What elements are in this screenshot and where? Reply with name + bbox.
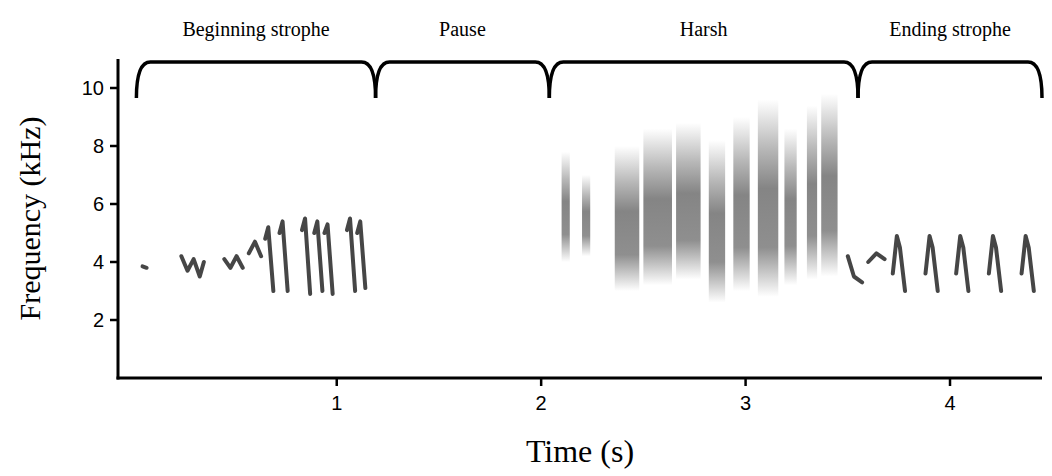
y-tick-label: 4: [93, 251, 104, 273]
y-tick: [110, 319, 118, 322]
x-axis-title: Time (s): [526, 433, 634, 469]
y-tick: [110, 145, 118, 148]
y-tick-label: 2: [93, 309, 104, 331]
chart: 2468101234Time (s)Frequency (kHz)Beginni…: [0, 0, 1052, 476]
syllable: [280, 221, 288, 291]
x-tick: [335, 378, 338, 386]
harsh-burst: [562, 152, 570, 262]
syllable: [324, 224, 332, 294]
syllable: [868, 253, 884, 262]
y-tick-label: 10: [82, 77, 104, 99]
syllable: [347, 219, 355, 292]
section-bracket: [549, 62, 858, 98]
section-label: Ending strophe: [889, 18, 1011, 41]
syllable: [143, 266, 147, 267]
section-bracket: [136, 62, 375, 98]
syllable: [989, 236, 1001, 291]
syllable: [357, 221, 365, 288]
harsh-burst: [709, 140, 725, 302]
x-tick: [949, 378, 952, 386]
x-tick: [744, 378, 747, 386]
syllable: [302, 219, 310, 294]
y-tick: [110, 261, 118, 264]
syllable: [224, 256, 242, 268]
x-tick-label: 1: [331, 392, 342, 414]
x-tick-label: 2: [536, 392, 547, 414]
section-label: Pause: [439, 18, 486, 40]
syllable: [314, 221, 322, 291]
syllable: [249, 242, 261, 257]
section-bracket: [858, 62, 1042, 98]
harsh-burst: [643, 129, 672, 286]
syllable: [1022, 236, 1034, 291]
x-tick: [540, 378, 543, 386]
syllable: [265, 227, 273, 291]
section-label: Beginning strophe: [182, 18, 329, 41]
harsh-burst: [582, 175, 590, 256]
x-tick-label: 4: [944, 392, 955, 414]
syllable: [181, 256, 203, 276]
y-tick: [110, 87, 118, 90]
syllable: [956, 236, 968, 291]
plot-area: [143, 94, 1034, 303]
harsh-burst: [784, 129, 796, 286]
x-tick-label: 3: [740, 392, 751, 414]
y-axis-title: Frequency (kHz): [13, 116, 47, 320]
harsh-burst: [807, 105, 817, 279]
harsh-burst: [758, 100, 778, 297]
section-label: Harsh: [680, 18, 728, 40]
harsh-burst: [821, 94, 837, 277]
y-tick-label: 8: [93, 135, 104, 157]
x-axis: [117, 377, 1043, 380]
harsh-burst: [676, 123, 701, 280]
syllable: [848, 256, 862, 282]
syllable: [925, 236, 937, 291]
y-tick: [110, 203, 118, 206]
syllable: [893, 236, 905, 291]
y-axis: [117, 59, 120, 380]
harsh-burst: [615, 146, 640, 291]
harsh-burst: [733, 117, 749, 291]
y-tick-label: 6: [93, 193, 104, 215]
section-bracket: [376, 62, 550, 98]
